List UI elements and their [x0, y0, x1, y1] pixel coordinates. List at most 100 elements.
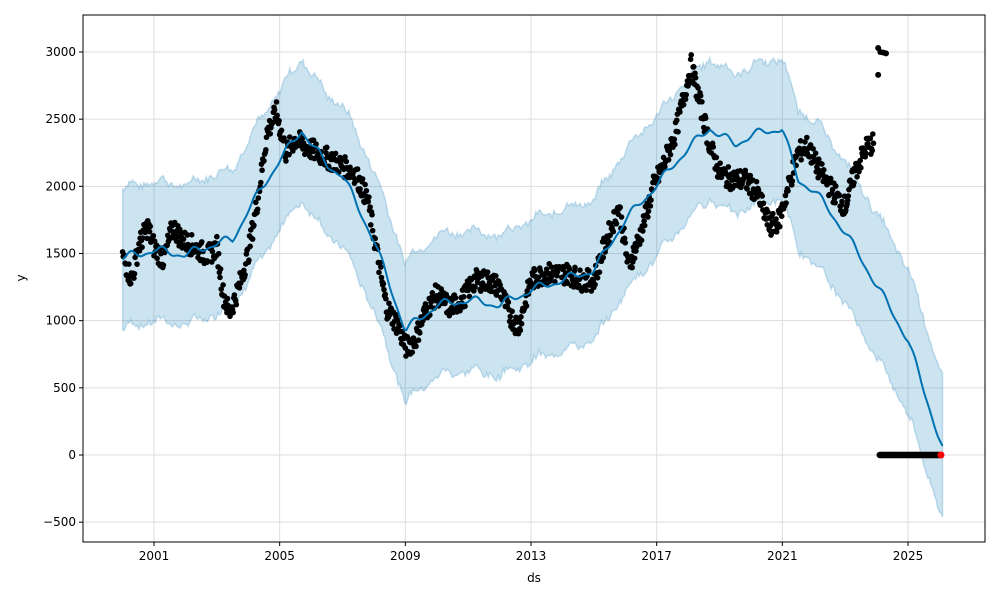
data-point: [416, 330, 423, 336]
data-point: [449, 304, 455, 311]
data-point: [802, 139, 808, 145]
x-tick-label: 2017: [641, 549, 672, 563]
data-point: [362, 181, 368, 188]
data-point: [224, 295, 231, 302]
data-point: [127, 280, 134, 287]
data-point: [218, 286, 225, 292]
data-point: [690, 63, 697, 70]
x-axis-label: ds: [527, 571, 541, 585]
data-point: [621, 235, 628, 242]
data-point: [246, 257, 252, 264]
data-point: [734, 174, 740, 181]
data-point: [844, 197, 851, 204]
data-point: [359, 176, 366, 182]
data-point: [594, 274, 601, 281]
data-point: [870, 140, 877, 147]
y-tick-label: 1500: [45, 247, 76, 261]
y-tick-label: 2500: [45, 112, 76, 126]
data-point: [403, 353, 409, 359]
data-point: [437, 295, 443, 302]
data-point: [797, 137, 804, 144]
data-point: [631, 255, 638, 262]
data-point: [261, 158, 267, 164]
data-point: [662, 163, 668, 170]
data-point: [638, 237, 645, 244]
data-point: [507, 313, 514, 320]
plot-frame: [82, 14, 986, 543]
data-point: [286, 134, 293, 140]
data-point: [857, 157, 864, 164]
data-point: [281, 135, 287, 141]
data-point: [382, 291, 389, 298]
data-point: [717, 160, 723, 166]
x-tick-label: 2005: [264, 549, 295, 563]
data-point: [645, 214, 651, 220]
data-point: [640, 228, 646, 234]
data-point: [517, 327, 524, 334]
data-point: [472, 284, 478, 290]
data-point: [798, 157, 804, 163]
data-point: [713, 154, 720, 161]
data-point: [531, 267, 538, 274]
data-point: [869, 147, 875, 154]
data-point: [369, 227, 376, 234]
data-point: [139, 235, 146, 241]
data-point: [675, 129, 681, 135]
data-point: [357, 186, 363, 192]
data-point: [839, 198, 845, 205]
data-point: [747, 172, 754, 179]
data-point: [369, 211, 375, 218]
data-point: [645, 208, 652, 215]
data-point: [415, 337, 422, 343]
data-point: [845, 193, 852, 199]
data-point: [247, 243, 253, 250]
data-point: [241, 267, 247, 274]
data-point: [583, 287, 590, 293]
data-point: [381, 286, 387, 293]
x-tick-label: 2001: [139, 549, 170, 563]
data-point: [697, 92, 704, 99]
data-point: [139, 244, 145, 251]
data-point: [518, 320, 525, 327]
data-point: [147, 223, 154, 230]
data-point: [629, 264, 635, 271]
data-point: [283, 158, 289, 164]
data-point: [783, 200, 789, 206]
data-point: [683, 91, 689, 98]
data-point: [586, 267, 592, 274]
data-point: [692, 74, 699, 81]
data-point: [688, 52, 695, 58]
data-point: [462, 303, 468, 310]
data-point: [618, 214, 625, 220]
data-point: [209, 248, 216, 255]
x-tick-label: 2013: [516, 549, 547, 563]
data-point: [692, 70, 698, 77]
data-point: [725, 164, 732, 170]
y-tick-label: 500: [53, 381, 76, 395]
data-point: [509, 308, 515, 315]
data-point: [160, 262, 167, 268]
data-point: [815, 156, 822, 163]
data-point: [215, 250, 222, 257]
data-point: [286, 151, 292, 158]
data-point: [254, 206, 261, 213]
data-point: [617, 204, 624, 211]
data-point: [851, 180, 857, 186]
data-point: [858, 165, 864, 171]
x-axis: 2001 2005 2009 2013 2017 2021 2025: [139, 542, 923, 563]
data-point: [819, 161, 825, 167]
data-point: [785, 188, 791, 194]
data-point: [477, 288, 484, 294]
data-point: [180, 236, 187, 242]
data-point: [343, 158, 350, 165]
data-point: [759, 193, 766, 199]
data-point: [354, 166, 361, 172]
data-point: [452, 295, 459, 301]
data-point: [710, 144, 717, 150]
data-point: [195, 250, 202, 256]
y-tick-label: 2000: [45, 179, 76, 193]
data-point: [552, 278, 558, 285]
data-point: [131, 275, 137, 281]
data-point: [823, 174, 830, 180]
